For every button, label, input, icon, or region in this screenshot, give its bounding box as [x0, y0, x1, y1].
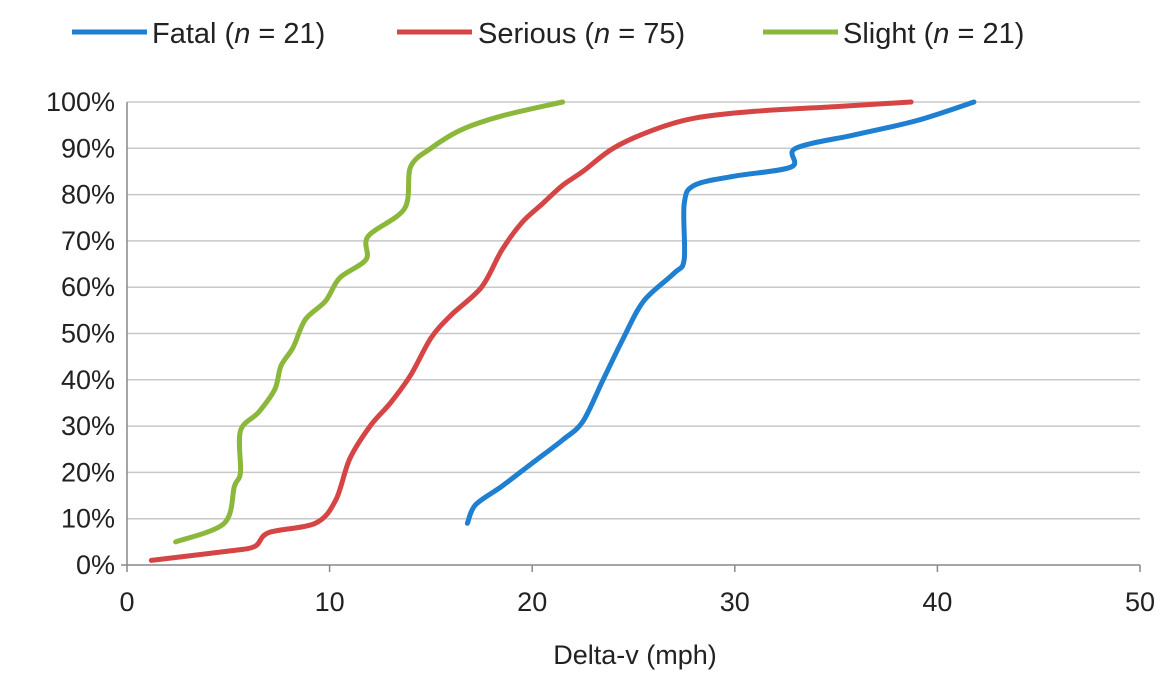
legend-n-value-serious: 75	[643, 18, 675, 50]
legend-n-symbol-fatal: n	[234, 18, 250, 50]
y-tick-label: 20%	[61, 457, 115, 487]
legend-entry-fatal: Fatal (n = 21)	[72, 18, 325, 50]
gridlines	[127, 101, 1140, 520]
y-tick-label: 0%	[76, 550, 115, 580]
y-tick-label: 30%	[61, 411, 115, 441]
axes	[121, 102, 1141, 572]
y-tick-label: 40%	[61, 365, 115, 395]
series-line-fatal	[464, 99, 977, 526]
y-tick-label: 60%	[61, 272, 115, 302]
y-tick-label: 10%	[61, 504, 115, 534]
series-lines	[148, 99, 977, 563]
x-tick-label: 40	[922, 587, 952, 617]
legend-name-serious: Serious	[478, 18, 576, 50]
legend-entry-serious: Serious (n = 75)	[397, 18, 685, 50]
y-tick-label: 50%	[61, 319, 115, 349]
x-tick-label: 20	[517, 587, 547, 617]
legend-n-value-slight: 21	[982, 18, 1014, 50]
x-tick-label: 0	[119, 587, 134, 617]
y-tick-label: 90%	[61, 133, 115, 163]
x-axis-title: Delta-v (mph)	[553, 640, 717, 670]
legend-label-fatal: Fatal (n = 21)	[152, 18, 325, 50]
legend-n-value-fatal: 21	[283, 18, 315, 50]
legend-label-serious: Serious (n = 75)	[478, 18, 685, 50]
series-line-serious	[148, 99, 914, 563]
series-line-slight	[173, 99, 566, 545]
legend: Fatal (n = 21) Serious (n = 75) Slight (…	[72, 18, 1024, 50]
legend-name-fatal: Fatal	[152, 18, 216, 50]
tick-labels: 0% 10% 20% 30% 40% 50% 60% 70% 80% 90% 100% 0 10 20 30…	[46, 87, 1155, 617]
legend-n-symbol-slight: n	[933, 18, 949, 50]
x-tick-label: 30	[720, 587, 750, 617]
y-tick-label: 100%	[46, 87, 115, 117]
legend-entry-slight: Slight (n = 21)	[763, 18, 1024, 50]
x-tick-label: 10	[315, 587, 345, 617]
legend-name-slight: Slight	[843, 18, 916, 50]
y-tick-label: 80%	[61, 180, 115, 210]
legend-n-symbol-serious: n	[594, 18, 610, 50]
legend-label-slight: Slight (n = 21)	[843, 18, 1024, 50]
y-tick-label: 70%	[61, 226, 115, 256]
x-tick-label: 50	[1125, 587, 1155, 617]
